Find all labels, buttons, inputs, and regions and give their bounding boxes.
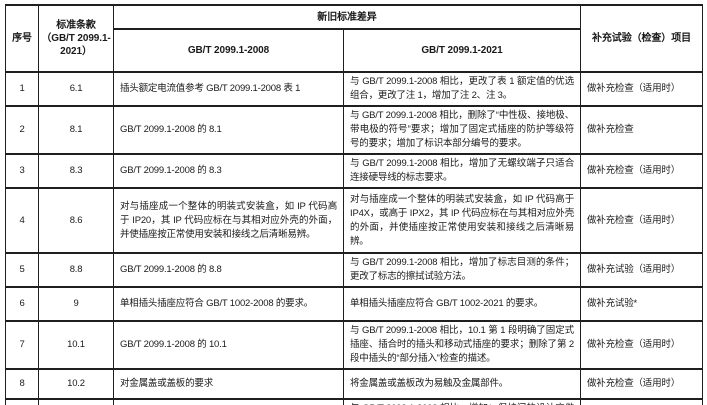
header-row-2: GB/T 2099.1-2008 GB/T 2099.1-2021 bbox=[6, 28, 703, 73]
header-row-1: 序号 标准条款（GB/T 2099.1-2021） 新旧标准差异 补充试验（检查… bbox=[5, 4, 703, 73]
cell-clause: 10.2 bbox=[38, 368, 114, 400]
cell-supplement: 做补充试验（适用时） bbox=[580, 252, 703, 288]
header-new-standard: GB/T 2099.1-2021 bbox=[343, 28, 581, 73]
cell-new-standard: 与 GB/T 2099.1-2008 相比，增加：保护门的设计应做到， bbox=[343, 398, 581, 405]
cell-row-number: 7 bbox=[5, 320, 39, 370]
cell-row-number: 4 bbox=[5, 187, 39, 254]
header-no: 序号 bbox=[5, 4, 39, 73]
cell-old-standard: 插头额定电流值参考 GB/T 2099.1-2008 表 1 bbox=[113, 71, 344, 107]
header-diff-group: 新旧标准差异 bbox=[113, 4, 581, 30]
cell-clause: 8.6 bbox=[38, 187, 114, 254]
cell-clause: 9 bbox=[38, 286, 114, 322]
cell-new-standard: 与 GB/T 2099.1-2008 相比，增加了无螺纹端子只适合连接硬导线的标… bbox=[343, 153, 581, 189]
table-body: 1 6.1 插头额定电流值参考 GB/T 2099.1-2008 表 1 与 G… bbox=[5, 71, 703, 405]
cell-row-number: 9 bbox=[5, 398, 39, 405]
header-supplement: 补充试验（检查）项目 bbox=[580, 4, 703, 73]
cell-old-standard: GB/T 2099.1-2008 的 10.5 bbox=[113, 398, 344, 405]
cell-clause: 10.1 bbox=[38, 320, 114, 370]
cell-supplement: 做补充检查（适用时） bbox=[580, 153, 703, 189]
cell-clause: 6.1 bbox=[38, 71, 114, 107]
cell-row-number: 6 bbox=[5, 286, 39, 322]
cell-old-standard: 对与插座成一个整体的明装式安装盒，如 IP 代码高于 IP20，其 IP 代码应… bbox=[113, 187, 344, 254]
table-row: 1 6.1 插头额定电流值参考 GB/T 2099.1-2008 表 1 与 G… bbox=[5, 71, 703, 107]
table-row: 9 10.5 GB/T 2099.1-2008 的 10.5 与 GB/T 20… bbox=[5, 398, 703, 405]
cell-row-number: 2 bbox=[5, 105, 39, 155]
cell-row-number: 5 bbox=[5, 252, 39, 288]
cell-old-standard: GB/T 2099.1-2008 的 8.8 bbox=[113, 252, 344, 288]
table-row: 8 10.2 对金属盖或盖板的要求 将金属盖或盖板改为易触及金属部件。 做补充检… bbox=[5, 368, 703, 400]
table-row: 2 8.1 GB/T 2099.1-2008 的 8.1 与 GB/T 2099… bbox=[5, 105, 703, 155]
table-row: 5 8.8 GB/T 2099.1-2008 的 8.8 与 GB/T 2099… bbox=[5, 252, 703, 288]
cell-supplement: 做补充检查（适用时） bbox=[580, 320, 703, 370]
cell-supplement: 做补充检查 bbox=[580, 105, 703, 155]
cell-old-standard: 单相插头插座应符合 GB/T 1002-2008 的要求。 bbox=[113, 286, 344, 322]
table-header: 序号 标准条款（GB/T 2099.1-2021） 新旧标准差异 补充试验（检查… bbox=[5, 4, 703, 73]
cell-old-standard: GB/T 2099.1-2008 的 8.1 bbox=[113, 105, 344, 155]
cell-new-standard: 与 GB/T 2099.1-2008 相比，10.1 第 1 段明确了固定式插座… bbox=[343, 320, 581, 370]
header-old-standard: GB/T 2099.1-2008 bbox=[113, 28, 344, 73]
cell-row-number: 3 bbox=[5, 153, 39, 189]
cell-new-standard: 将金属盖或盖板改为易触及金属部件。 bbox=[343, 368, 581, 400]
cell-supplement: 做补充试验* bbox=[580, 286, 703, 322]
table-row: 3 8.3 GB/T 2099.1-2008 的 8.3 与 GB/T 2099… bbox=[5, 153, 703, 189]
table-row: 6 9 单相插头插座应符合 GB/T 1002-2008 的要求。 单相插头插座… bbox=[5, 286, 703, 322]
cell-supplement: 做补充检查（适用时） bbox=[580, 187, 703, 254]
cell-new-standard: 与 GB/T 2099.1-2008 相比，更改了表 1 额定值的优选组合，更改… bbox=[343, 71, 581, 107]
cell-clause: 10.5 bbox=[38, 398, 114, 405]
cell-old-standard: 对金属盖或盖板的要求 bbox=[113, 368, 344, 400]
cell-clause: 8.1 bbox=[38, 105, 114, 155]
cell-supplement: 做补充检查（适用时） bbox=[580, 398, 703, 405]
standards-comparison-table: 序号 标准条款（GB/T 2099.1-2021） 新旧标准差异 补充试验（检查… bbox=[5, 4, 703, 405]
cell-row-number: 1 bbox=[5, 71, 39, 107]
cell-new-standard: 对与插座成一个整体的明装式安装盒，如 IP 代码高于 IP4X，或高于 IPX2… bbox=[343, 187, 581, 254]
table-row: 4 8.6 对与插座成一个整体的明装式安装盒，如 IP 代码高于 IP20，其 … bbox=[5, 187, 703, 254]
cell-supplement: 做补充检查（适用时） bbox=[580, 71, 703, 107]
cell-clause: 8.3 bbox=[38, 153, 114, 189]
cell-supplement: 做补充检查（适用时） bbox=[580, 368, 703, 400]
header-clause: 标准条款（GB/T 2099.1-2021） bbox=[38, 4, 114, 73]
cell-old-standard: GB/T 2099.1-2008 的 10.1 bbox=[113, 320, 344, 370]
table-row: 7 10.1 GB/T 2099.1-2008 的 10.1 与 GB/T 20… bbox=[5, 320, 703, 370]
cell-new-standard: 单相插头插座应符合 GB/T 1002-2021 的要求。 bbox=[343, 286, 581, 322]
cell-clause: 8.8 bbox=[38, 252, 114, 288]
cell-row-number: 8 bbox=[5, 368, 39, 400]
cell-new-standard: 与 GB/T 2099.1-2008 相比，增加了标志目测的条件；更改了标志的擦… bbox=[343, 252, 581, 288]
cell-old-standard: GB/T 2099.1-2008 的 8.3 bbox=[113, 153, 344, 189]
cell-new-standard: 与 GB/T 2099.1-2008 相比，删除了“中性极、接地极、带电极的符号… bbox=[343, 105, 581, 155]
